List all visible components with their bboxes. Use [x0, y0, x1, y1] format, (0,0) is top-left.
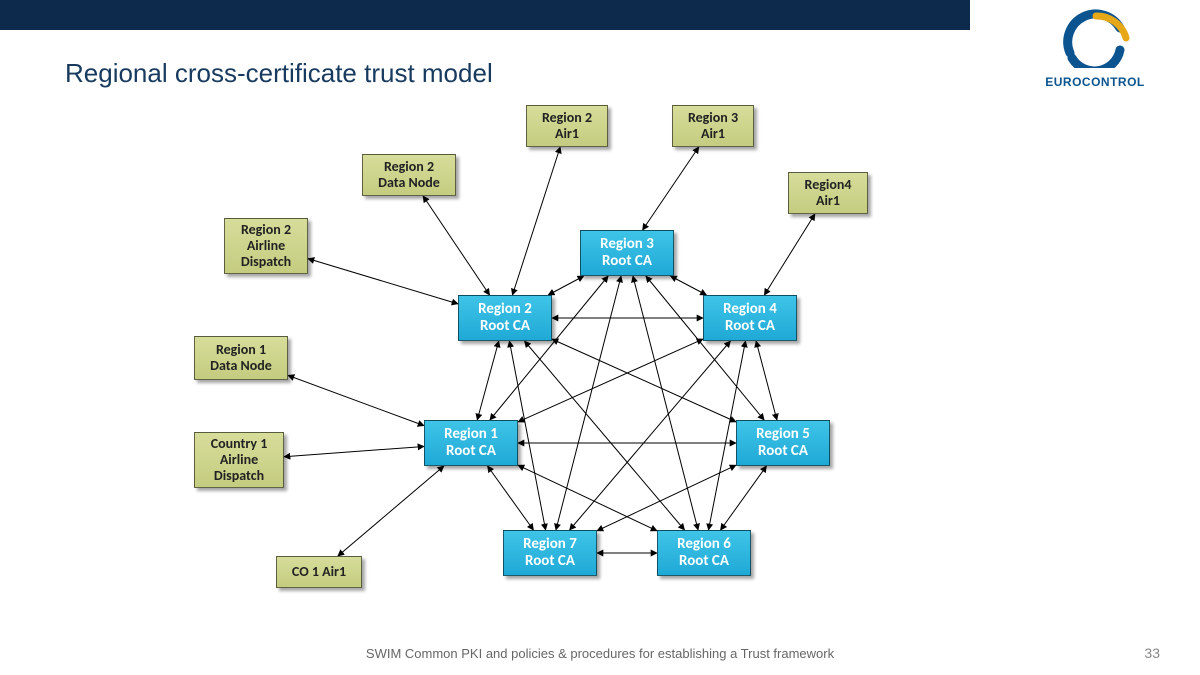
logo-label: EUROCONTROL	[1015, 75, 1175, 89]
node-ca5: Region 5 Root CA	[736, 420, 830, 466]
top-bar	[0, 0, 970, 30]
node-r4air: Region4 Air1	[788, 172, 868, 214]
footer-text: SWIM Common PKI and policies & procedure…	[0, 646, 1200, 661]
node-r1dn: Region 1 Data Node	[194, 336, 288, 380]
node-ca2: Region 2 Root CA	[458, 295, 552, 341]
node-co1a: CO 1 Air1	[276, 556, 362, 588]
node-r2ad: Region 2 Airline Dispatch	[224, 218, 308, 274]
node-ca6: Region 6 Root CA	[657, 530, 751, 576]
node-ca4: Region 4 Root CA	[703, 295, 797, 341]
node-r2air: Region 2 Air1	[526, 105, 608, 147]
node-c1ad: Country 1 Airline Dispatch	[194, 432, 284, 488]
trust-model-diagram: Region 1 Root CA Region 2 Root CA Region 3…	[180, 100, 960, 630]
node-ca3: Region 3 Root CA	[580, 230, 674, 276]
logo: EUROCONTROL	[1015, 8, 1175, 89]
page-title: Regional cross-certificate trust model	[65, 58, 493, 89]
node-ca7: Region 7 Root CA	[503, 530, 597, 576]
node-r2dn: Region 2 Data Node	[362, 154, 456, 196]
page-number: 33	[1144, 645, 1160, 661]
eurocontrol-logo-icon	[1060, 8, 1130, 68]
node-r3air: Region 3 Air1	[672, 105, 754, 147]
node-ca1: Region 1 Root CA	[424, 420, 518, 466]
